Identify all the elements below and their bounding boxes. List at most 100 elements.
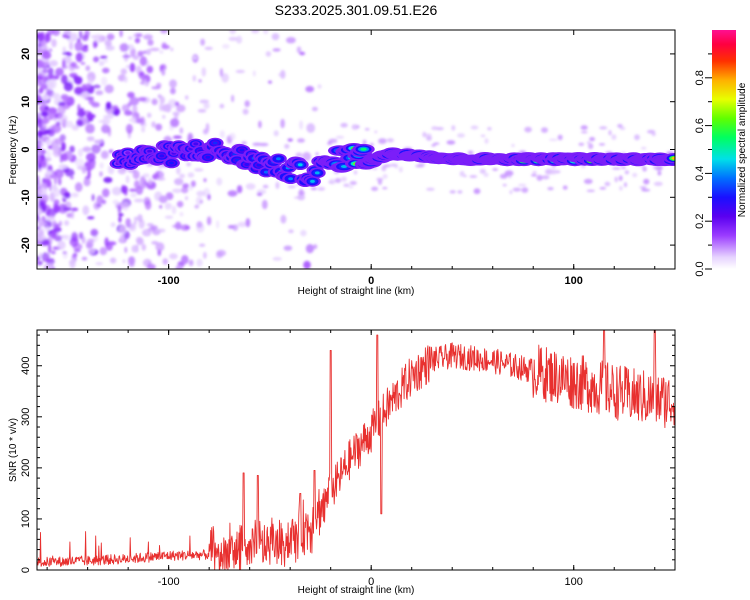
spectrogram-noise-blob: [112, 105, 119, 110]
spectrogram-noise-blob: [124, 76, 128, 83]
spectrogram-noise-blob: [104, 237, 109, 247]
spectrogram-noise-blob: [654, 166, 663, 171]
spectrogram-noise-blob: [85, 123, 95, 134]
snr-panel: -100 0 100 0 100 200 300 400 Height of straight…: [8, 329, 676, 596]
spectrogram-y-tick-label: 10: [20, 96, 32, 108]
spectrogram-noise-blob: [536, 174, 543, 181]
spectrogram-noise-blob: [127, 91, 135, 99]
spectrogram-noise-blob: [426, 187, 435, 191]
spectrogram-noise-blob: [43, 219, 52, 229]
spectrogram-noise-blob: [287, 138, 293, 142]
spectrogram-noise-blob: [45, 170, 53, 176]
spectrogram-noise-blob: [617, 124, 623, 128]
spectrogram-noise-blob: [109, 257, 117, 264]
spectrogram-noise-blob: [641, 147, 647, 150]
spectrogram-noise-blob: [159, 205, 163, 209]
spectrogram-noise-blob: [81, 167, 87, 174]
spectrogram-noise-blob: [77, 148, 84, 158]
spectrogram-frame: [36, 29, 676, 270]
spectrogram-noise-blob: [76, 38, 81, 43]
spectrogram-noise-blob: [41, 117, 50, 124]
spectrogram-noise-blob: [58, 101, 66, 107]
spectrogram-noise-blob: [37, 131, 45, 136]
spectrogram-noise-blob: [103, 58, 108, 63]
spectrogram-noise-blob: [61, 74, 68, 85]
spectrogram-noise-blob: [311, 106, 318, 112]
snr-x-axis-label: Height of straight line (km): [298, 585, 415, 596]
spectrogram-noise-blob: [583, 178, 593, 184]
colorbar-ticks: 0.0 0.2 0.4 0.6 0.8: [694, 53, 712, 277]
spectrogram-noise-blob: [83, 44, 89, 48]
spectrogram-noise-blob: [51, 38, 57, 48]
spectrogram-noise-blob: [124, 246, 128, 253]
spectrogram-noise-blob: [121, 202, 130, 211]
spectrogram-noise-blob: [81, 91, 90, 99]
spectrogram-noise-blob: [545, 168, 554, 175]
spectrogram-noise-blob: [299, 120, 303, 130]
colorbar-tick-label: 0.4: [694, 166, 706, 181]
spectrogram-noise-blob: [91, 159, 96, 169]
spectrogram-noise-blob: [50, 79, 57, 89]
spectrogram-noise-blob: [202, 128, 209, 135]
spectrogram-noise-blob: [102, 67, 110, 74]
spectrogram-noise-blob: [634, 134, 640, 141]
spectrogram-noise-blob: [200, 38, 206, 46]
spectrogram-noise-blob: [328, 178, 336, 185]
spectrogram-noise-blob: [169, 79, 177, 88]
spectrogram-noise-blob: [484, 138, 489, 144]
spectrogram-y-tick-label: 0: [20, 146, 32, 152]
spectrogram-noise-blob: [227, 225, 235, 229]
spectrogram-noise-blob: [181, 255, 189, 265]
spectrogram-noise-blob: [78, 30, 83, 39]
spectrogram-noise-blob: [156, 177, 166, 181]
spectrogram-noise-blob: [446, 140, 456, 145]
spectrogram-noise-blob: [52, 205, 61, 213]
spectrogram-noise-blob: [174, 113, 179, 120]
spectrogram-noise-blob: [45, 215, 56, 221]
spectrogram-noise-blob: [394, 164, 398, 169]
spectrogram-ridge-cell: [147, 149, 153, 153]
spectrogram-noise-blob: [193, 55, 197, 60]
spectrogram-noise-blob: [256, 192, 263, 196]
spectrogram-noise-blob: [251, 30, 260, 34]
spectrogram-noise-blob: [196, 221, 203, 229]
spectrogram-noise-blob: [53, 175, 58, 185]
spectrogram-noise-blob: [85, 65, 91, 71]
spectrogram-noise-blob: [327, 141, 332, 145]
spectrogram-ridge-cell: [212, 141, 218, 145]
spectrogram-noise-blob: [151, 241, 159, 245]
spectrogram-ridge-cell: [256, 163, 262, 167]
snr-x-tick-label: -100: [158, 576, 180, 588]
spectrogram-noise-blob: [53, 226, 62, 233]
spectrogram-noise-blob: [74, 158, 85, 167]
spectrogram-noise-blob: [156, 228, 166, 233]
spectrogram-y-tick-label: 20: [20, 48, 32, 60]
spectrogram-noise-blob: [235, 69, 245, 74]
spectrogram-noise-blob: [614, 176, 618, 183]
spectrogram-noise-blob: [91, 102, 100, 108]
spectrogram-noise-blob: [504, 170, 514, 177]
spectrogram-noise-blob: [449, 190, 456, 194]
spectrogram-y-axis-label: Frequency (Hz): [8, 116, 19, 185]
spectrogram-noise-blob: [203, 178, 207, 183]
spectrogram-noise-blob: [161, 69, 166, 76]
snr-x-tick-label: 100: [565, 576, 583, 588]
spectrogram-noise-blob: [362, 139, 367, 146]
spectrogram-noise-blob: [547, 187, 554, 191]
spectrogram-noise-blob: [415, 164, 425, 168]
spectrogram-noise-blob: [179, 127, 184, 134]
spectrogram-noise-blob: [85, 83, 91, 88]
spectrogram-noise-blob: [280, 214, 287, 224]
spectrogram-noise-blob: [398, 166, 403, 173]
spectrogram-noise-blob: [588, 143, 594, 150]
spectrogram-noise-blob: [303, 260, 311, 269]
spectrogram-noise-blob: [171, 205, 177, 215]
spectrogram-noise-blob: [144, 200, 152, 210]
spectrogram-noise-blob: [638, 186, 648, 189]
spectrogram-noise-blob: [241, 141, 247, 145]
spectrogram-ridge-cell: [340, 165, 348, 168]
spectrogram-noise-blob: [104, 84, 114, 94]
spectrogram-noise-blob: [162, 258, 169, 265]
spectrogram-noise-blob: [268, 80, 272, 84]
spectrogram-noise-blob: [101, 124, 110, 133]
